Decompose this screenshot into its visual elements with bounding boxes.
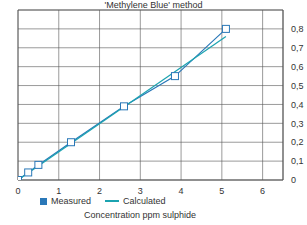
svg-text:0,3: 0,3 [291, 119, 299, 129]
svg-text:0,5: 0,5 [291, 81, 299, 91]
svg-text:0: 0 [15, 186, 20, 194]
svg-text:0,2: 0,2 [291, 137, 299, 147]
svg-text:3: 3 [138, 186, 143, 194]
svg-text:0: 0 [291, 175, 296, 185]
svg-text:0,7: 0,7 [291, 43, 299, 53]
svg-text:4: 4 [179, 186, 184, 194]
svg-text:1: 1 [56, 186, 61, 194]
svg-text:0,6: 0,6 [291, 62, 299, 72]
svg-text:2: 2 [97, 186, 102, 194]
svg-text:0,4: 0,4 [291, 100, 299, 110]
svg-text:6: 6 [260, 186, 265, 194]
html-text:Concentration ppm sulphide: Concentration ppm sulphide [84, 210, 196, 220]
svg-text:5: 5 [219, 186, 224, 194]
html-text:Measured: Measured [51, 196, 91, 206]
html-text:Calculated: Calculated [123, 196, 166, 206]
svg-text:0,8: 0,8 [291, 24, 299, 34]
svg-text:0,1: 0,1 [291, 156, 299, 166]
html-text:'Methylene Blue' method: 'Methylene Blue' method [104, 0, 203, 10]
